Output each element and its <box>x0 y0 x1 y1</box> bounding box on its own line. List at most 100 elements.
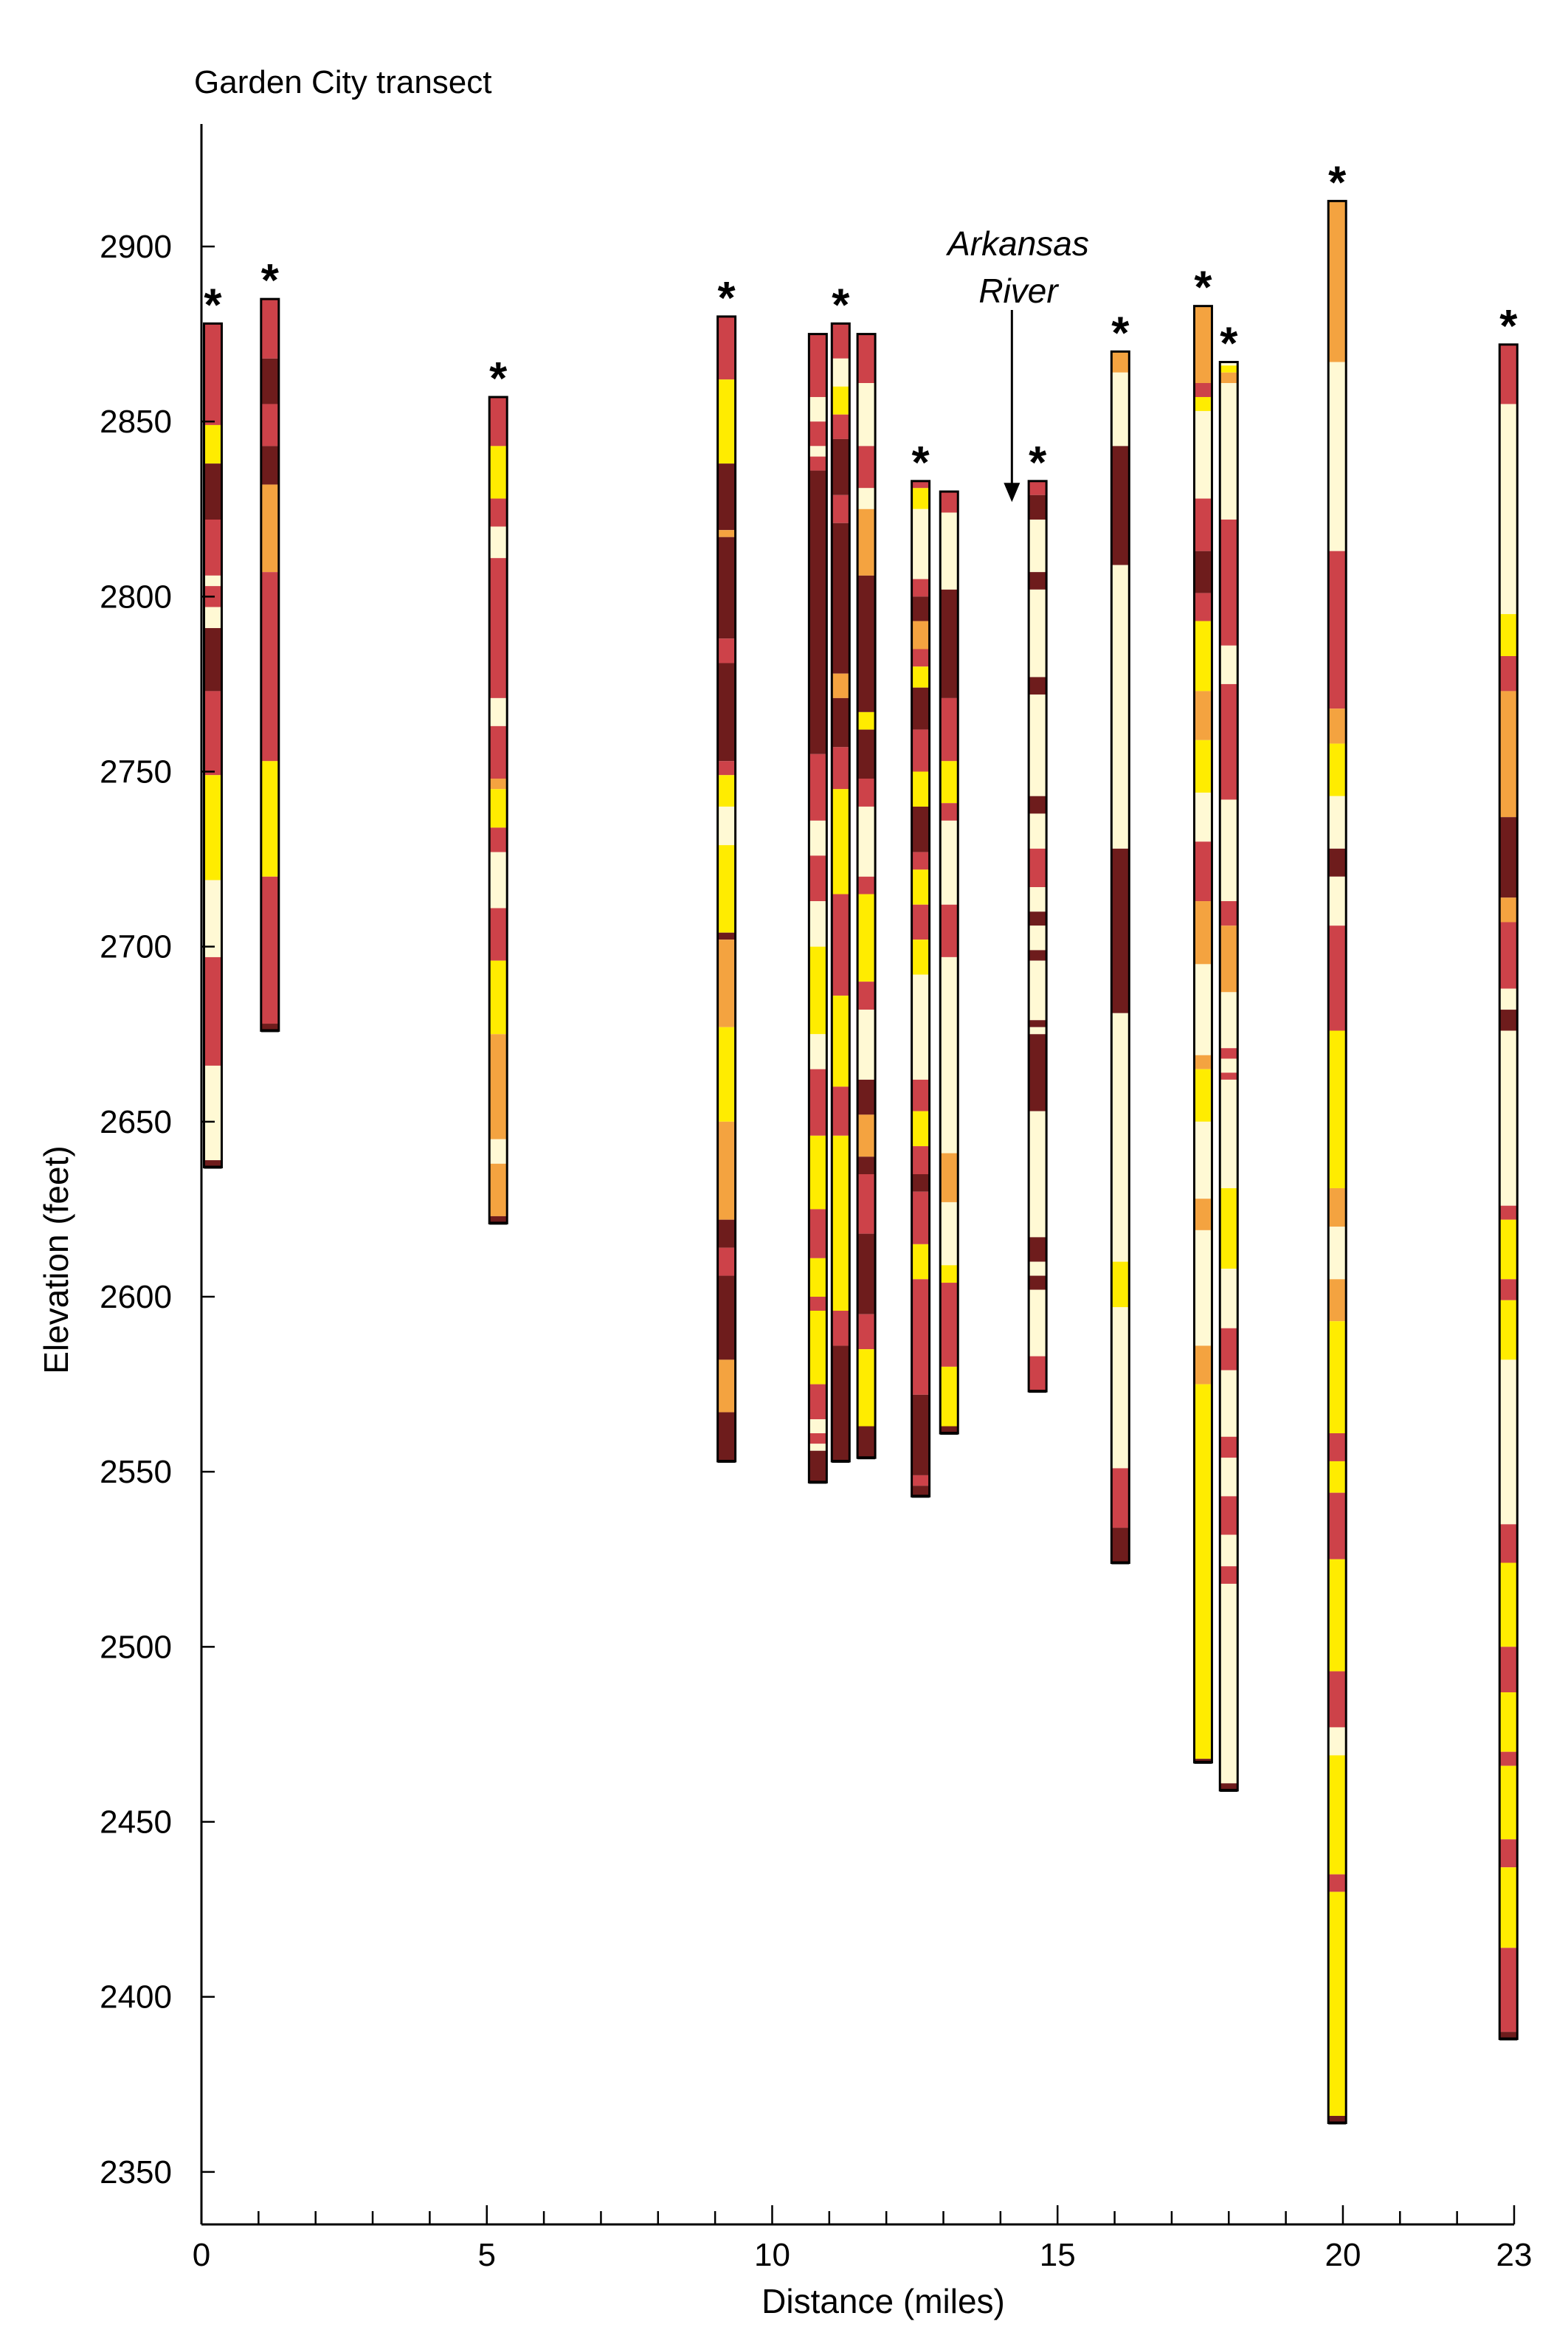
well-5-layer-red <box>809 334 827 397</box>
well-15-layer-red <box>1499 344 1518 404</box>
well-13: * <box>1218 319 1239 1792</box>
well-10-layer-dark_brown <box>1029 1237 1047 1262</box>
well-12-layer-cream <box>1194 410 1212 499</box>
well-9 <box>939 490 959 1435</box>
well-13-layer-red <box>1220 519 1238 646</box>
chart-title: Garden City transect <box>194 64 492 100</box>
well-10-layer-cream <box>1029 925 1047 951</box>
well-12-layer-yellow <box>1194 621 1212 692</box>
well-4-star-marker: * <box>718 273 736 324</box>
well-10-layer-red <box>1029 480 1047 495</box>
well-12-layer-yellow <box>1194 740 1212 793</box>
well-13-layer-red <box>1220 683 1238 800</box>
well-13-star-marker: * <box>1220 319 1238 370</box>
well-1-layer-dark_brown <box>204 463 222 520</box>
well-13-layer-yellow <box>1220 365 1238 373</box>
well-11-star-marker: * <box>1111 308 1130 359</box>
y-tick-label-2800: 2800 <box>100 579 172 615</box>
well-13-layer-red <box>1220 1048 1238 1059</box>
well-15-layer-cream <box>1499 1359 1518 1525</box>
well-6-layer-red <box>832 414 850 439</box>
well-3: * <box>488 354 508 1225</box>
well-4-layer-yellow <box>717 379 736 464</box>
well-4: * <box>716 273 737 1463</box>
well-8-layer-cream <box>911 974 930 1080</box>
well-14-layer-yellow <box>1328 1559 1347 1672</box>
well-6-layer-red <box>832 894 850 996</box>
well-14-layer-cream <box>1328 876 1347 926</box>
well-8-layer-yellow <box>911 940 930 975</box>
well-3-layer-red <box>489 396 508 447</box>
well-7-layer-red <box>857 876 876 894</box>
well-10-layer-cream <box>1029 887 1047 912</box>
well-15-layer-yellow <box>1499 1219 1518 1280</box>
well-13-layer-cream <box>1220 1269 1238 1328</box>
well-3-layer-red <box>489 908 508 961</box>
well-13-layer-cream <box>1220 992 1238 1049</box>
well-2-layer-orange <box>260 484 279 573</box>
well-15-layer-red <box>1499 1839 1518 1868</box>
well-3-layer-red <box>489 827 508 852</box>
well-9-layer-yellow <box>940 1265 959 1283</box>
well-9-layer-red <box>940 803 959 821</box>
well-8-star-marker: * <box>912 438 930 489</box>
well-1-layer-yellow <box>204 775 222 880</box>
well-8-layer-red <box>911 904 930 940</box>
well-15-layer-dark_brown <box>1499 817 1518 898</box>
well-13-layer-orange <box>1220 372 1238 384</box>
y-ticks: 2350 2400 2450 2500 2550 2600 2650 2700 2750 2800… <box>100 229 215 2190</box>
well-8-layer-dark_brown <box>911 1174 930 1192</box>
well-1-layer-cream <box>204 1065 222 1161</box>
well-7-layer-dark_brown <box>857 1079 876 1115</box>
well-14-layer-orange <box>1328 201 1347 362</box>
well-9-layer-cream <box>940 820 959 905</box>
well-14-layer-yellow <box>1328 1030 1347 1188</box>
well-3-layer-cream <box>489 1139 508 1164</box>
well-15-layer-red <box>1499 655 1518 692</box>
well-7-layer-orange <box>857 1114 876 1157</box>
well-11-layer-dark_brown <box>1111 1528 1130 1563</box>
well-14-layer-yellow <box>1328 1461 1347 1493</box>
well-10-layer-dark_brown <box>1029 796 1047 814</box>
well-11-layer-cream <box>1111 372 1130 447</box>
well-12-layer-red <box>1194 383 1212 397</box>
well-10-layer-cream <box>1029 694 1047 796</box>
well-8-layer-red <box>911 852 930 870</box>
well-3-layer-cream <box>489 697 508 726</box>
well-10-layer-cream <box>1029 519 1047 573</box>
well-1: * <box>202 280 223 1169</box>
well-13-layer-cream <box>1220 645 1238 684</box>
well-14-layer-red <box>1328 1433 1347 1461</box>
well-12-layer-red <box>1194 841 1212 902</box>
well-5-layer-cream <box>809 1419 827 1434</box>
well-11: * <box>1110 308 1130 1565</box>
well-11-layer-yellow <box>1111 1261 1130 1308</box>
well-15-layer-yellow <box>1499 1867 1518 1948</box>
well-15-layer-red <box>1499 1524 1518 1563</box>
well-13-layer-red <box>1220 901 1238 926</box>
well-5-layer-red <box>809 1384 827 1420</box>
well-13-layer-red <box>1220 1436 1238 1458</box>
well-8-layer-red <box>911 729 930 772</box>
well-4-layer-orange <box>717 530 736 537</box>
well-13-layer-cream <box>1220 1370 1238 1437</box>
x-tick-label-10: 10 <box>754 2237 790 2273</box>
annotation-line-1: Arkansas <box>945 224 1089 263</box>
y-tick-label-2450: 2450 <box>100 1804 172 1841</box>
well-9-layer-cream <box>940 512 959 590</box>
well-6-layer-cream <box>832 358 850 387</box>
well-8-layer-dark_brown <box>911 687 930 730</box>
well-13-layer-cream <box>1220 799 1238 902</box>
well-8-layer-red <box>911 480 930 489</box>
well-7-layer-dark_brown <box>857 1156 876 1174</box>
annotation-arrow-head <box>1004 483 1020 503</box>
well-14-layer-red <box>1328 1492 1347 1559</box>
well-7-layer-red <box>857 1314 876 1350</box>
well-6-layer-dark_brown <box>832 1345 850 1461</box>
well-4-layer-dark_brown <box>717 537 736 639</box>
well-1-layer-red <box>204 956 222 1066</box>
well-2: * <box>260 255 280 1033</box>
well-5-layer-red <box>809 1297 827 1311</box>
well-8-layer-red <box>911 1079 930 1111</box>
